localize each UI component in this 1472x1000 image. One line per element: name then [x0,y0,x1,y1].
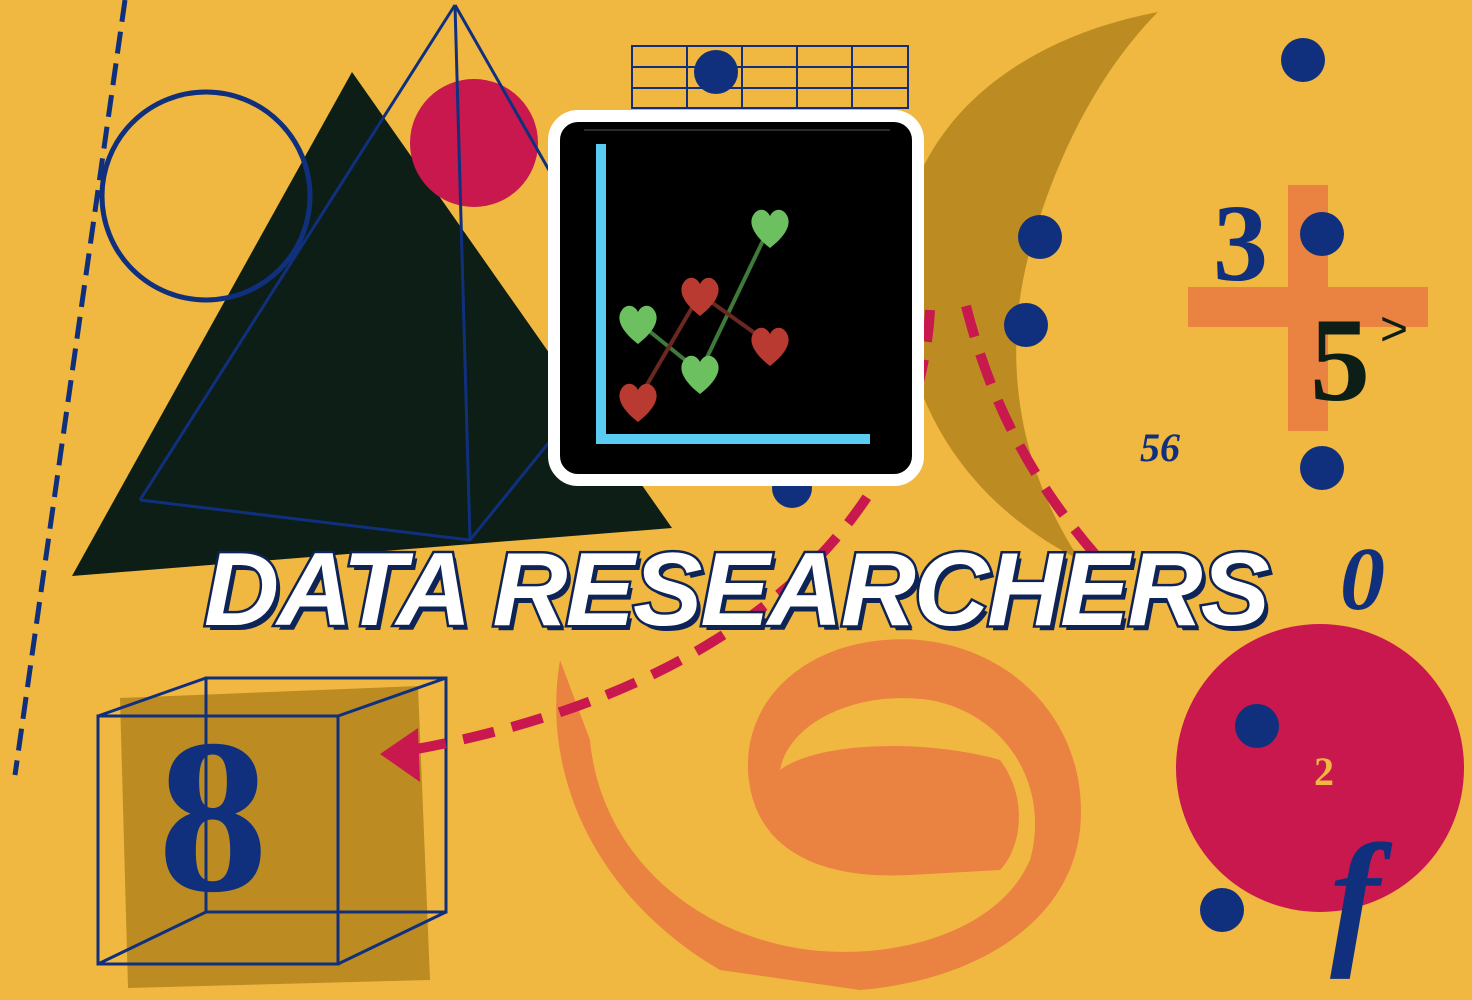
outline-circle [99,89,313,303]
numeral-three: 3 [1213,182,1268,304]
green-heart-icon [619,209,789,394]
olive-crescent-shape [899,12,1158,560]
line-chart-icon [584,129,890,444]
arrowhead [380,728,420,782]
numeral-eight: 8 [158,694,268,938]
greater-than-sign: > [1380,303,1409,356]
wireframe-cube-icon [96,676,448,966]
chart-icon-card [548,110,924,486]
crimson-circle-right [1176,624,1464,912]
dark-triangle-shape [72,72,672,576]
dashed-arrow-icon [399,304,1104,757]
grid-strip [631,45,909,109]
numeral-fifty-six: 56 [1140,425,1180,470]
numeral-zero: 0 [1340,530,1385,629]
letter-f: f [1330,814,1380,980]
navy-dots [772,38,1344,932]
orange-swirl-shape [556,639,1081,990]
numeral-two: 2 [1314,749,1334,794]
dashed-line-left [12,0,128,776]
red-heart-icon [619,277,789,422]
numeral-five: 5 [1310,293,1370,426]
page-title: DATA RESEARCHERS [202,532,1273,648]
grid-dot [694,50,738,94]
crimson-circle-top [410,79,538,207]
